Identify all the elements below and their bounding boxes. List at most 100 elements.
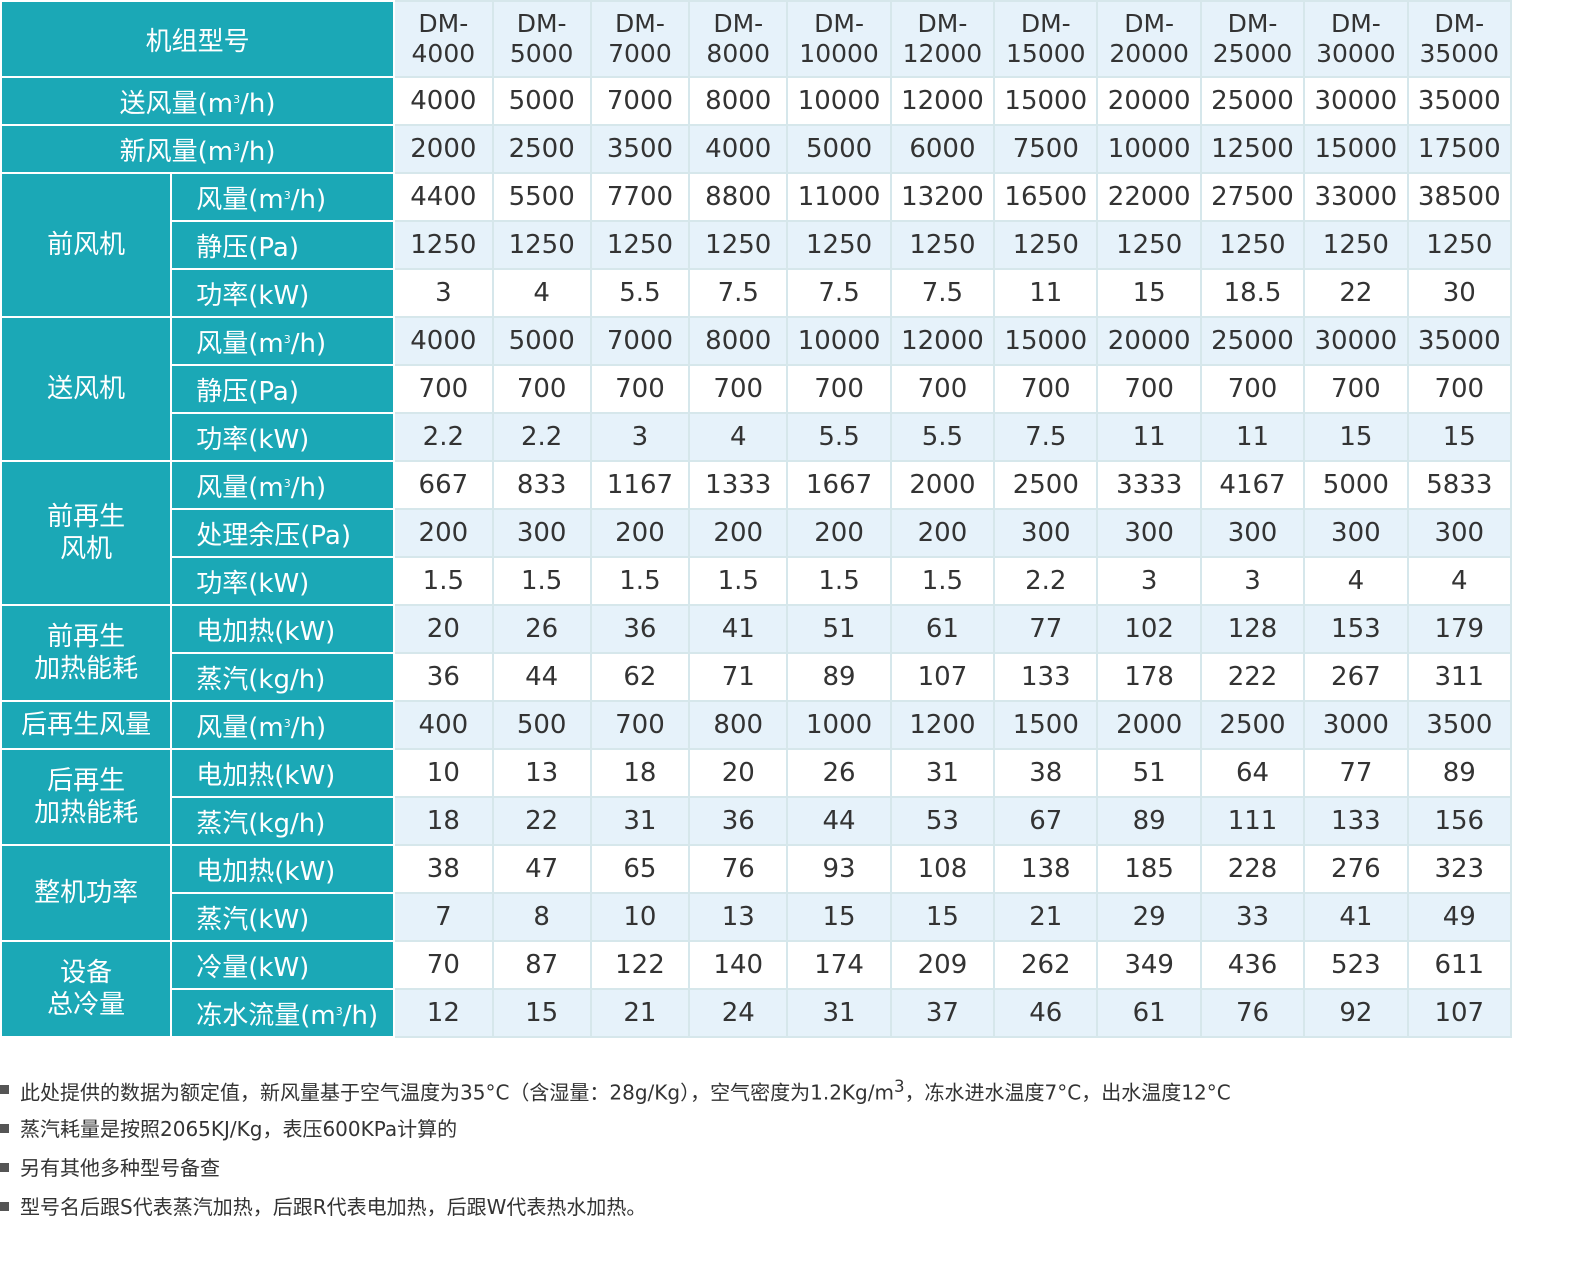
model-header-cell: DM- 10000 [786,0,892,78]
group-label-line: 设备 [60,957,113,988]
value-cell: 700 [993,364,1099,414]
value-cell: 30000 [1303,76,1409,126]
value-cell: 300 [1303,508,1409,558]
value-cell: 31 [589,796,691,846]
value-cell: 700 [393,364,494,414]
value-cell: 5.5 [589,268,691,318]
value-cell: 1250 [589,220,691,270]
value-cell: 1200 [889,700,996,750]
note-text: 此处提供的数据为额定值，新风量基于空气温度为35°C（含湿量：28g/Kg），空… [20,1076,1231,1105]
group-label: 后再生风量 [0,700,173,750]
value-cell: 1667 [786,460,892,510]
note-item: 此处提供的数据为额定值，新风量基于空气温度为35°C（含湿量：28g/Kg），空… [0,1070,1231,1109]
value-cell: 10000 [786,316,892,366]
value-cell: 89 [1096,796,1202,846]
table-row: 前风机 风量(m3/h) 4400 5500 7700 8800 11000 13200 165… [0,172,1513,318]
value-cell: 31 [889,748,996,798]
value-cell: 133 [1303,796,1409,846]
group-label-line: 前风机 [47,229,126,260]
row-sublabel: 电加热(kW) [170,748,396,798]
value-cell: 13200 [889,172,996,222]
value-cell: 300 [1406,508,1513,558]
model-header-cell: DM- 5000 [491,0,592,78]
value-cell: 1500 [993,700,1099,750]
note-item: 型号名后跟S代表蒸汽加热，后跟R代表电加热，后跟W代表热水加热。 [0,1187,1231,1226]
value-cell: 53 [889,796,996,846]
value-cell: 700 [589,364,691,414]
value-cell: 700 [1096,364,1202,414]
value-cell: 6000 [889,124,996,174]
value-cell: 4 [1406,556,1513,606]
value-cell: 13 [491,748,592,798]
value-cell: 8 [491,892,592,942]
value-cell: 107 [1406,988,1513,1038]
value-cell: 15 [889,892,996,942]
value-cell: 22 [491,796,592,846]
table-row: 功率(kW) 2.2 2.2 3 4 5.5 5.5 7.5 11 11 15 15 [1,412,1513,462]
value-cell: 200 [393,508,494,558]
value-cell: 5833 [1406,460,1513,510]
table-row: 冻水流量(m3/h) 12 15 21 24 31 37 46 61 76 92 107 [1,988,1513,1038]
value-cell: 1250 [1303,220,1409,270]
value-cell: 36 [589,604,691,654]
value-cell: 21 [589,988,691,1038]
row-sublabel: 风量(m3/h) [170,460,396,510]
value-cell: 102 [1096,604,1202,654]
value-cell: 323 [1406,844,1513,894]
value-cell: 500 [491,700,592,750]
group-label-line: 加热能耗 [34,654,139,684]
value-cell: 156 [1406,796,1513,846]
value-cell: 700 [1303,364,1409,414]
value-cell: 44 [786,796,892,846]
model-number: 8000 [706,39,771,68]
value-cell: 7.5 [688,268,789,318]
value-cell: 2500 [491,124,592,174]
value-cell: 18.5 [1199,268,1306,318]
table-row: 设备 总冷量 冷量(kW) 70 87 122 140 174 209 262 349 436 523 6… [0,940,1513,1038]
row-sublabel: 电加热(kW) [170,604,396,654]
note-text: 型号名后跟S代表蒸汽加热，后跟R代表电加热，后跟W代表热水加热。 [20,1194,647,1219]
value-cell: 12500 [1199,124,1306,174]
value-cell: 5000 [786,124,892,174]
value-cell: 349 [1096,940,1202,990]
value-cell: 15 [491,988,592,1038]
value-cell: 140 [688,940,789,990]
value-cell: 1250 [993,220,1099,270]
value-cell: 38 [393,844,494,894]
value-cell: 107 [889,652,996,702]
value-cell: 1.5 [393,556,494,606]
table-row: 蒸汽(kg/h) 18 22 31 36 44 53 67 89 111 133 156 [1,796,1513,846]
value-cell: 61 [889,604,996,654]
value-cell: 209 [889,940,996,990]
value-cell: 2500 [993,460,1099,510]
value-cell: 2000 [889,460,996,510]
value-cell: 10 [589,892,691,942]
value-cell: 2.2 [491,412,592,462]
model-header-cell: DM- 35000 [1406,0,1513,78]
value-cell: 41 [1303,892,1409,942]
value-cell: 523 [1303,940,1409,990]
row-sublabel: 风量(m3/h) [170,316,396,366]
value-cell: 1333 [688,460,789,510]
value-cell: 7.5 [889,268,996,318]
value-cell: 222 [1199,652,1306,702]
value-cell: 10 [393,748,494,798]
value-cell: 18 [589,748,691,798]
model-header-cell: DM- 7000 [589,0,691,78]
spec-table: 机组型号 DM- 4000 DM- 5000 DM- 7000 DM- 8000 DM- 1000… [0,0,1513,1038]
model-header-cell: DM- 30000 [1303,0,1409,78]
value-cell: 700 [491,364,592,414]
value-cell: 5000 [1303,460,1409,510]
value-cell: 77 [993,604,1099,654]
value-cell: 1.5 [491,556,592,606]
group-label: 前再生 风机 [0,460,173,606]
row-sublabel: 电加热(kW) [170,844,396,894]
model-number: 30000 [1316,39,1396,68]
value-cell: 3333 [1096,460,1202,510]
note-text: 另有其他多种型号备查 [20,1155,220,1180]
model-prefix: DM- [1330,9,1381,38]
value-cell: 36 [688,796,789,846]
square-bullet-icon [0,1163,9,1172]
value-cell: 22 [1303,268,1409,318]
value-cell: 667 [393,460,494,510]
